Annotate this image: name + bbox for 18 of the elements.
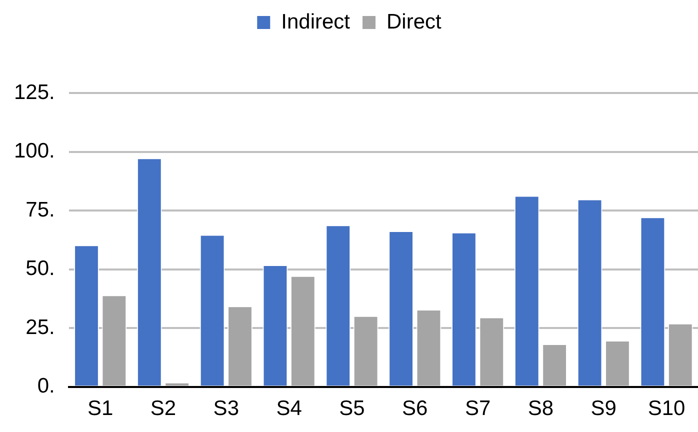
y-tick-label: 75.	[26, 198, 55, 222]
x-tick-label: S10	[648, 397, 686, 420]
x-tick-label: S2	[150, 397, 176, 420]
y-tick-label: 100.	[14, 140, 55, 163]
x-tick-label: S9	[590, 397, 616, 420]
legend-label: Direct	[386, 10, 442, 34]
y-tick-label: 0.	[37, 374, 55, 398]
y-tick-label: 25.	[26, 316, 55, 339]
x-tick-label: S4	[276, 397, 302, 420]
legend-label: Indirect	[281, 10, 350, 34]
x-tick-label: S3	[213, 397, 239, 420]
x-tick-label: S5	[339, 397, 365, 420]
y-tick-label: 50.	[26, 257, 55, 280]
y-tick-label: 125.	[14, 80, 55, 104]
x-tick-label: S7	[464, 397, 491, 420]
x-tick-label: S1	[87, 397, 114, 420]
x-tick-label: S8	[528, 397, 554, 420]
x-tick-label: S6	[402, 397, 428, 420]
